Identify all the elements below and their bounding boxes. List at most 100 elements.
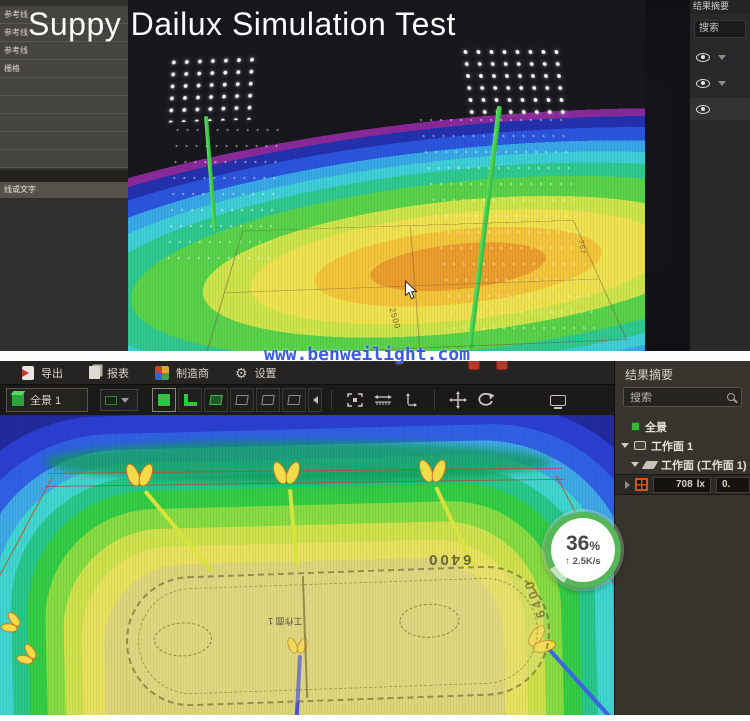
sidebar-row[interactable] <box>0 78 128 96</box>
rotate-view-button[interactable] <box>472 388 500 412</box>
sidebar-row[interactable] <box>0 96 128 114</box>
menu-label: 报表 <box>107 367 129 380</box>
chevron-down-icon[interactable] <box>621 443 629 448</box>
page-title: Suppy Dailux Simulation Test <box>28 6 456 42</box>
move-icon <box>449 391 467 409</box>
top-3d-viewport[interactable]: 2500 757 <box>128 0 645 351</box>
top-right-panel-header: 结果摘要 <box>690 0 750 14</box>
measure-vertical-button[interactable] <box>397 388 425 412</box>
menu-item-report[interactable]: 报表 <box>89 365 129 381</box>
floodlight-array-right <box>458 46 568 116</box>
view-wire-button[interactable] <box>256 388 280 412</box>
zoom-fit-button[interactable] <box>341 388 369 412</box>
tree-item-surface[interactable]: 工作面 (工作面 1) <box>615 455 750 474</box>
collapse-views-button[interactable] <box>308 388 322 412</box>
tree-item-calc-result[interactable]: 708 lx 0. <box>615 474 750 495</box>
rink-outline <box>123 563 553 709</box>
wire-box-icon <box>235 395 249 405</box>
view-plan-button[interactable] <box>152 388 176 412</box>
menu-item-manufacturer[interactable]: 制造商 <box>155 365 209 381</box>
plan-view-icon <box>158 394 170 406</box>
toolbar-separator <box>434 390 435 410</box>
toolbar: 全景 1 <box>0 384 614 415</box>
display-mode-button[interactable] <box>544 388 572 412</box>
chevron-down-icon[interactable] <box>718 80 726 86</box>
sidebar-empty-area <box>0 198 128 351</box>
menu-item-export[interactable]: 导出 <box>22 365 63 381</box>
progress-percent-sign: % <box>589 539 601 553</box>
menu-label: 设置 <box>254 367 277 380</box>
search-placeholder: 搜索 <box>630 392 652 404</box>
top-right-panel: 结果摘要 搜索 <box>688 0 750 351</box>
top-left-sidebar: 参考线 参考线 参考线 栅格 线或文字 <box>0 0 128 351</box>
illuminance-unit: lx <box>696 479 705 490</box>
monitor-icon <box>550 394 566 409</box>
eye-icon[interactable] <box>696 78 710 88</box>
results-panel: 结果摘要 搜索 全景 工作面 1 工作面 (工作面 1) <box>614 361 750 715</box>
scene-cube-icon <box>12 394 24 406</box>
calculation-grid-icon <box>635 478 648 491</box>
view-wire-button[interactable] <box>282 388 306 412</box>
view-preset-icon <box>105 395 117 405</box>
scene-selector-button[interactable]: 全景 1 <box>6 388 88 412</box>
view-wire-button[interactable] <box>230 388 254 412</box>
sidebar-item-line-or-text[interactable]: 线或文字 <box>0 182 128 198</box>
sidebar-row-reference-line[interactable]: 参考线 <box>0 6 128 24</box>
results-tree: 全景 工作面 1 工作面 (工作面 1) 708 <box>615 417 750 495</box>
dimension-label: 6400 <box>426 551 472 568</box>
progress-percent-value: 36 <box>565 532 590 555</box>
chevron-left-icon <box>312 396 318 404</box>
measure-horizontal-button[interactable] <box>369 388 397 412</box>
sidebar-row-reference-line[interactable]: 参考线 <box>0 24 128 42</box>
sidebar-row[interactable] <box>0 114 128 132</box>
layer-visibility-row <box>690 46 750 68</box>
tree-item-workplane[interactable]: 工作面 1 <box>615 436 750 455</box>
toolbar-separator <box>331 390 332 410</box>
focus-icon <box>347 393 363 407</box>
top-search-input[interactable]: 搜索 <box>694 20 746 38</box>
menubar: 导出 报表 制造商 ⚙ 设置 <box>0 361 614 384</box>
photo-gap <box>0 351 750 361</box>
chevron-down-icon[interactable] <box>631 462 639 467</box>
solid-box-icon <box>209 395 223 405</box>
bottom-dialux-screen: 导出 报表 制造商 ⚙ 设置 全景 1 <box>0 361 750 715</box>
bottom-3d-viewport[interactable]: 工作面 1 6400 6400 <box>0 415 614 715</box>
sidebar-row-grid[interactable]: 栅格 <box>0 60 128 78</box>
eye-icon[interactable] <box>696 52 710 62</box>
view-3d-button[interactable] <box>204 388 228 412</box>
sidebar-row[interactable] <box>0 150 128 168</box>
report-icon <box>89 366 100 379</box>
wire-box-icon <box>287 395 301 405</box>
top-simulation-screen: 参考线 参考线 参考线 栅格 线或文字 <box>0 0 750 351</box>
app-icon <box>468 361 480 370</box>
view-preset-dropdown[interactable] <box>100 389 138 411</box>
move-button[interactable] <box>444 388 472 412</box>
rotate-icon <box>478 392 495 406</box>
chevron-right-icon[interactable] <box>625 480 630 489</box>
corner-view-icon <box>183 394 197 406</box>
tree-item-overview[interactable]: 全景 <box>615 417 750 436</box>
search-icon <box>727 393 735 401</box>
eye-icon[interactable] <box>696 104 710 114</box>
tree-label: 全景 <box>645 421 667 434</box>
sidebar-row[interactable] <box>0 132 128 150</box>
chevron-down-icon[interactable] <box>718 54 726 60</box>
app-icon <box>496 361 508 370</box>
results-search-input[interactable]: 搜索 <box>623 387 742 407</box>
scene-label: 全景 1 <box>30 395 62 407</box>
progress-percent: 36% <box>566 533 600 554</box>
menu-item-settings[interactable]: ⚙ 设置 <box>235 365 277 381</box>
menu-label: 导出 <box>41 367 63 380</box>
floodlight-fixture-pair <box>269 459 304 487</box>
layer-visibility-row <box>690 72 750 94</box>
view-corner-button[interactable] <box>178 388 202 412</box>
progress-badge: 36% ↑ 2.5K/s <box>545 512 621 588</box>
sidebar-row-reference-line[interactable]: 参考线 <box>0 42 128 60</box>
measure-vertical-icon <box>406 393 417 407</box>
secondary-value-box: 0. <box>716 476 750 493</box>
gear-icon: ⚙ <box>235 364 248 381</box>
floodlight-fixture-pair <box>415 457 450 485</box>
menu-label: 制造商 <box>176 367 209 380</box>
surface-icon <box>641 460 659 469</box>
sidebar-row-list: 参考线 参考线 参考线 栅格 <box>0 6 128 168</box>
